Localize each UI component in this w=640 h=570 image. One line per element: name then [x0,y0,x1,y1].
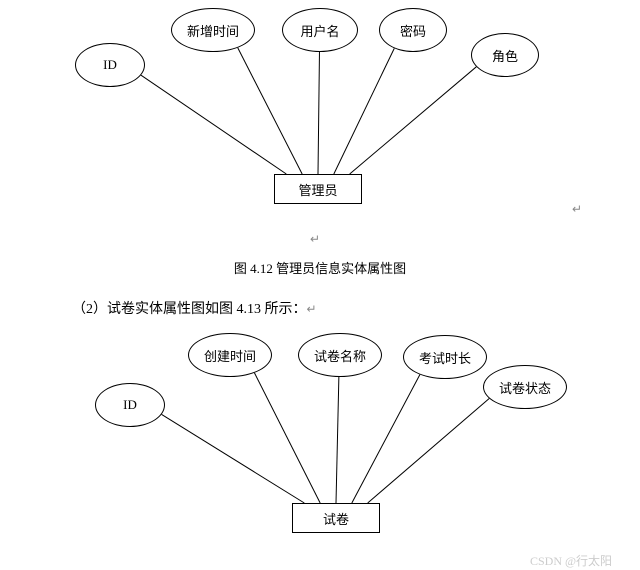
return-mark-3: ↵ [307,302,317,316]
entity-rect: 试卷 [292,503,380,533]
diagram1-caption: 图 4.12 管理员信息实体属性图 [0,258,640,277]
entity-rect: 管理员 [274,174,362,204]
attribute-ellipse: 考试时长 [403,335,487,379]
attribute-ellipse: 用户名 [282,8,358,52]
section-2-text-content: （2）试卷实体属性图如图 4.13 所示： [72,302,307,317]
attribute-ellipse: 角色 [471,33,539,77]
attribute-ellipse: ID [75,43,145,87]
exam-entity-diagram: ID 创建时间试卷名称考试时长试卷状态试卷 [30,325,590,540]
return-mark-2: ↵ [310,232,320,247]
attribute-ellipse: 密码 [379,8,447,52]
csdn-watermark: CSDN @行太阳 [530,552,612,569]
attribute-ellipse: 新增时间 [171,8,255,52]
attribute-ellipse: 试卷状态 [483,365,567,409]
attribute-ellipse: ID [95,383,165,427]
admin-entity-diagram: ID 新增时间用户名密码角色管理员 [30,0,590,210]
attribute-ellipse: 试卷名称 [298,333,382,377]
section-2-text: （2）试卷实体属性图如图 4.13 所示：↵ [72,298,317,318]
attribute-ellipse: 创建时间 [188,333,272,377]
